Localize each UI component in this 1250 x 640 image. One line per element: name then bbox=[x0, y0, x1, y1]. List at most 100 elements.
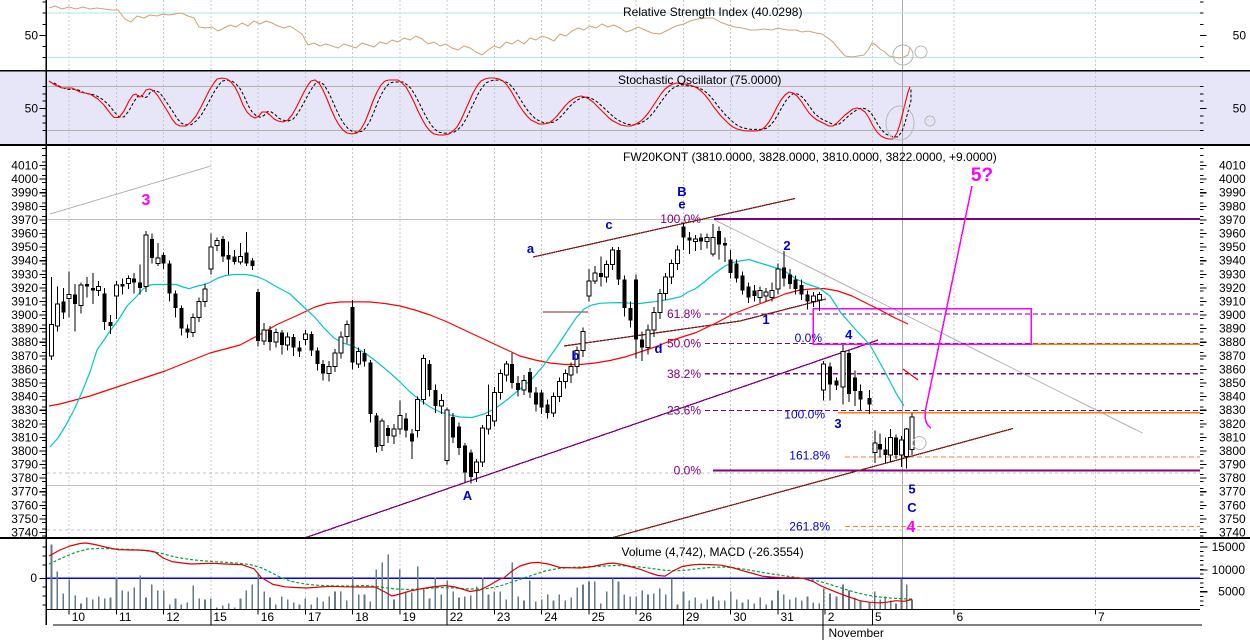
svg-text:3770: 3770 bbox=[11, 485, 38, 499]
svg-text:4000: 4000 bbox=[11, 172, 38, 186]
svg-text:3830: 3830 bbox=[11, 403, 38, 417]
svg-text:Volume (4,742), MACD (-26.3554: Volume (4,742), MACD (-26.3554) bbox=[622, 545, 804, 559]
svg-text:5?: 5? bbox=[971, 165, 993, 186]
svg-text:3870: 3870 bbox=[11, 349, 38, 363]
svg-text:3970: 3970 bbox=[11, 213, 38, 227]
svg-text:17: 17 bbox=[308, 610, 322, 624]
svg-text:2: 2 bbox=[828, 610, 835, 624]
svg-text:4: 4 bbox=[907, 519, 916, 536]
svg-text:3750: 3750 bbox=[1219, 512, 1246, 526]
svg-text:3930: 3930 bbox=[11, 267, 38, 281]
svg-text:10000: 10000 bbox=[1212, 563, 1246, 577]
svg-text:November: November bbox=[829, 626, 884, 640]
svg-text:3850: 3850 bbox=[1219, 376, 1246, 390]
svg-text:3950: 3950 bbox=[1219, 240, 1246, 254]
svg-text:e: e bbox=[678, 197, 685, 212]
svg-text:a: a bbox=[527, 241, 535, 256]
svg-text:3960: 3960 bbox=[1219, 227, 1246, 241]
svg-text:3890: 3890 bbox=[11, 322, 38, 336]
svg-text:3740: 3740 bbox=[1219, 526, 1246, 540]
svg-text:3960: 3960 bbox=[11, 227, 38, 241]
svg-text:3920: 3920 bbox=[11, 281, 38, 295]
svg-text:3800: 3800 bbox=[1219, 444, 1246, 458]
svg-text:3820: 3820 bbox=[11, 417, 38, 431]
svg-text:3840: 3840 bbox=[1219, 390, 1246, 404]
svg-text:6: 6 bbox=[957, 610, 964, 624]
svg-text:0: 0 bbox=[30, 571, 37, 585]
svg-text:3990: 3990 bbox=[1219, 186, 1246, 200]
svg-text:3860: 3860 bbox=[11, 362, 38, 376]
svg-text:3980: 3980 bbox=[11, 199, 38, 213]
svg-text:22: 22 bbox=[450, 610, 464, 624]
svg-text:3900: 3900 bbox=[11, 308, 38, 322]
svg-text:16: 16 bbox=[261, 610, 275, 624]
svg-text:12: 12 bbox=[166, 610, 180, 624]
svg-text:23.6%: 23.6% bbox=[667, 404, 701, 418]
svg-text:3880: 3880 bbox=[1219, 335, 1246, 349]
svg-text:261.8%: 261.8% bbox=[789, 520, 830, 534]
svg-text:b: b bbox=[572, 348, 580, 363]
svg-text:A: A bbox=[463, 488, 473, 503]
svg-text:3: 3 bbox=[834, 416, 841, 431]
svg-text:31: 31 bbox=[781, 610, 795, 624]
svg-text:3970: 3970 bbox=[1219, 213, 1246, 227]
svg-text:3950: 3950 bbox=[11, 240, 38, 254]
svg-text:3780: 3780 bbox=[11, 471, 38, 485]
svg-text:3810: 3810 bbox=[1219, 430, 1246, 444]
svg-text:3900: 3900 bbox=[1219, 308, 1246, 322]
svg-text:25: 25 bbox=[592, 610, 606, 624]
svg-text:3780: 3780 bbox=[1219, 471, 1246, 485]
svg-text:3910: 3910 bbox=[1219, 294, 1246, 308]
svg-text:1: 1 bbox=[762, 312, 769, 327]
svg-text:3930: 3930 bbox=[1219, 267, 1246, 281]
svg-text:50.0%: 50.0% bbox=[667, 337, 701, 351]
svg-text:3790: 3790 bbox=[1219, 458, 1246, 472]
svg-text:3: 3 bbox=[142, 192, 151, 209]
svg-text:61.8%: 61.8% bbox=[667, 307, 701, 321]
svg-text:15: 15 bbox=[213, 610, 227, 624]
svg-text:4010: 4010 bbox=[1219, 159, 1246, 173]
svg-text:3920: 3920 bbox=[1219, 281, 1246, 295]
svg-text:Stochastic Oscillator (75.0000: Stochastic Oscillator (75.0000) bbox=[618, 73, 781, 87]
svg-text:B: B bbox=[677, 184, 686, 199]
svg-text:15000: 15000 bbox=[1212, 540, 1246, 554]
svg-text:38.2%: 38.2% bbox=[667, 367, 701, 381]
svg-text:3810: 3810 bbox=[11, 430, 38, 444]
svg-text:0.0%: 0.0% bbox=[795, 331, 823, 345]
svg-text:30: 30 bbox=[733, 610, 747, 624]
svg-text:3860: 3860 bbox=[1219, 362, 1246, 376]
svg-text:5: 5 bbox=[908, 482, 915, 497]
svg-text:3910: 3910 bbox=[11, 294, 38, 308]
svg-text:C: C bbox=[907, 500, 917, 515]
svg-text:3990: 3990 bbox=[11, 186, 38, 200]
svg-text:23: 23 bbox=[497, 610, 511, 624]
svg-text:d: d bbox=[655, 341, 663, 356]
svg-text:3870: 3870 bbox=[1219, 349, 1246, 363]
svg-text:5: 5 bbox=[875, 610, 882, 624]
svg-text:50: 50 bbox=[1233, 29, 1247, 43]
svg-text:3740: 3740 bbox=[11, 526, 38, 540]
svg-text:26: 26 bbox=[639, 610, 653, 624]
svg-text:4000: 4000 bbox=[1219, 172, 1246, 186]
svg-text:3840: 3840 bbox=[11, 390, 38, 404]
svg-text:0.0%: 0.0% bbox=[674, 464, 702, 478]
svg-text:4010: 4010 bbox=[11, 159, 38, 173]
svg-text:Relative Strength Index (40.02: Relative Strength Index (40.0298) bbox=[623, 5, 802, 19]
svg-text:3830: 3830 bbox=[1219, 403, 1246, 417]
svg-text:4: 4 bbox=[845, 327, 853, 342]
svg-text:FW20KONT (3810.0000, 3828.0000: FW20KONT (3810.0000, 3828.0000, 3810.000… bbox=[623, 150, 997, 164]
svg-text:3850: 3850 bbox=[11, 376, 38, 390]
svg-text:161.8%: 161.8% bbox=[789, 449, 830, 463]
svg-text:3880: 3880 bbox=[11, 335, 38, 349]
svg-text:3980: 3980 bbox=[1219, 199, 1246, 213]
svg-text:50: 50 bbox=[1233, 102, 1247, 116]
svg-text:3760: 3760 bbox=[11, 498, 38, 512]
svg-text:3800: 3800 bbox=[11, 444, 38, 458]
svg-text:24: 24 bbox=[544, 610, 558, 624]
svg-text:3750: 3750 bbox=[11, 512, 38, 526]
svg-text:3760: 3760 bbox=[1219, 498, 1246, 512]
svg-text:100.0%: 100.0% bbox=[660, 212, 701, 226]
svg-text:2: 2 bbox=[783, 238, 790, 253]
svg-text:11: 11 bbox=[119, 610, 132, 624]
svg-text:18: 18 bbox=[355, 610, 369, 624]
